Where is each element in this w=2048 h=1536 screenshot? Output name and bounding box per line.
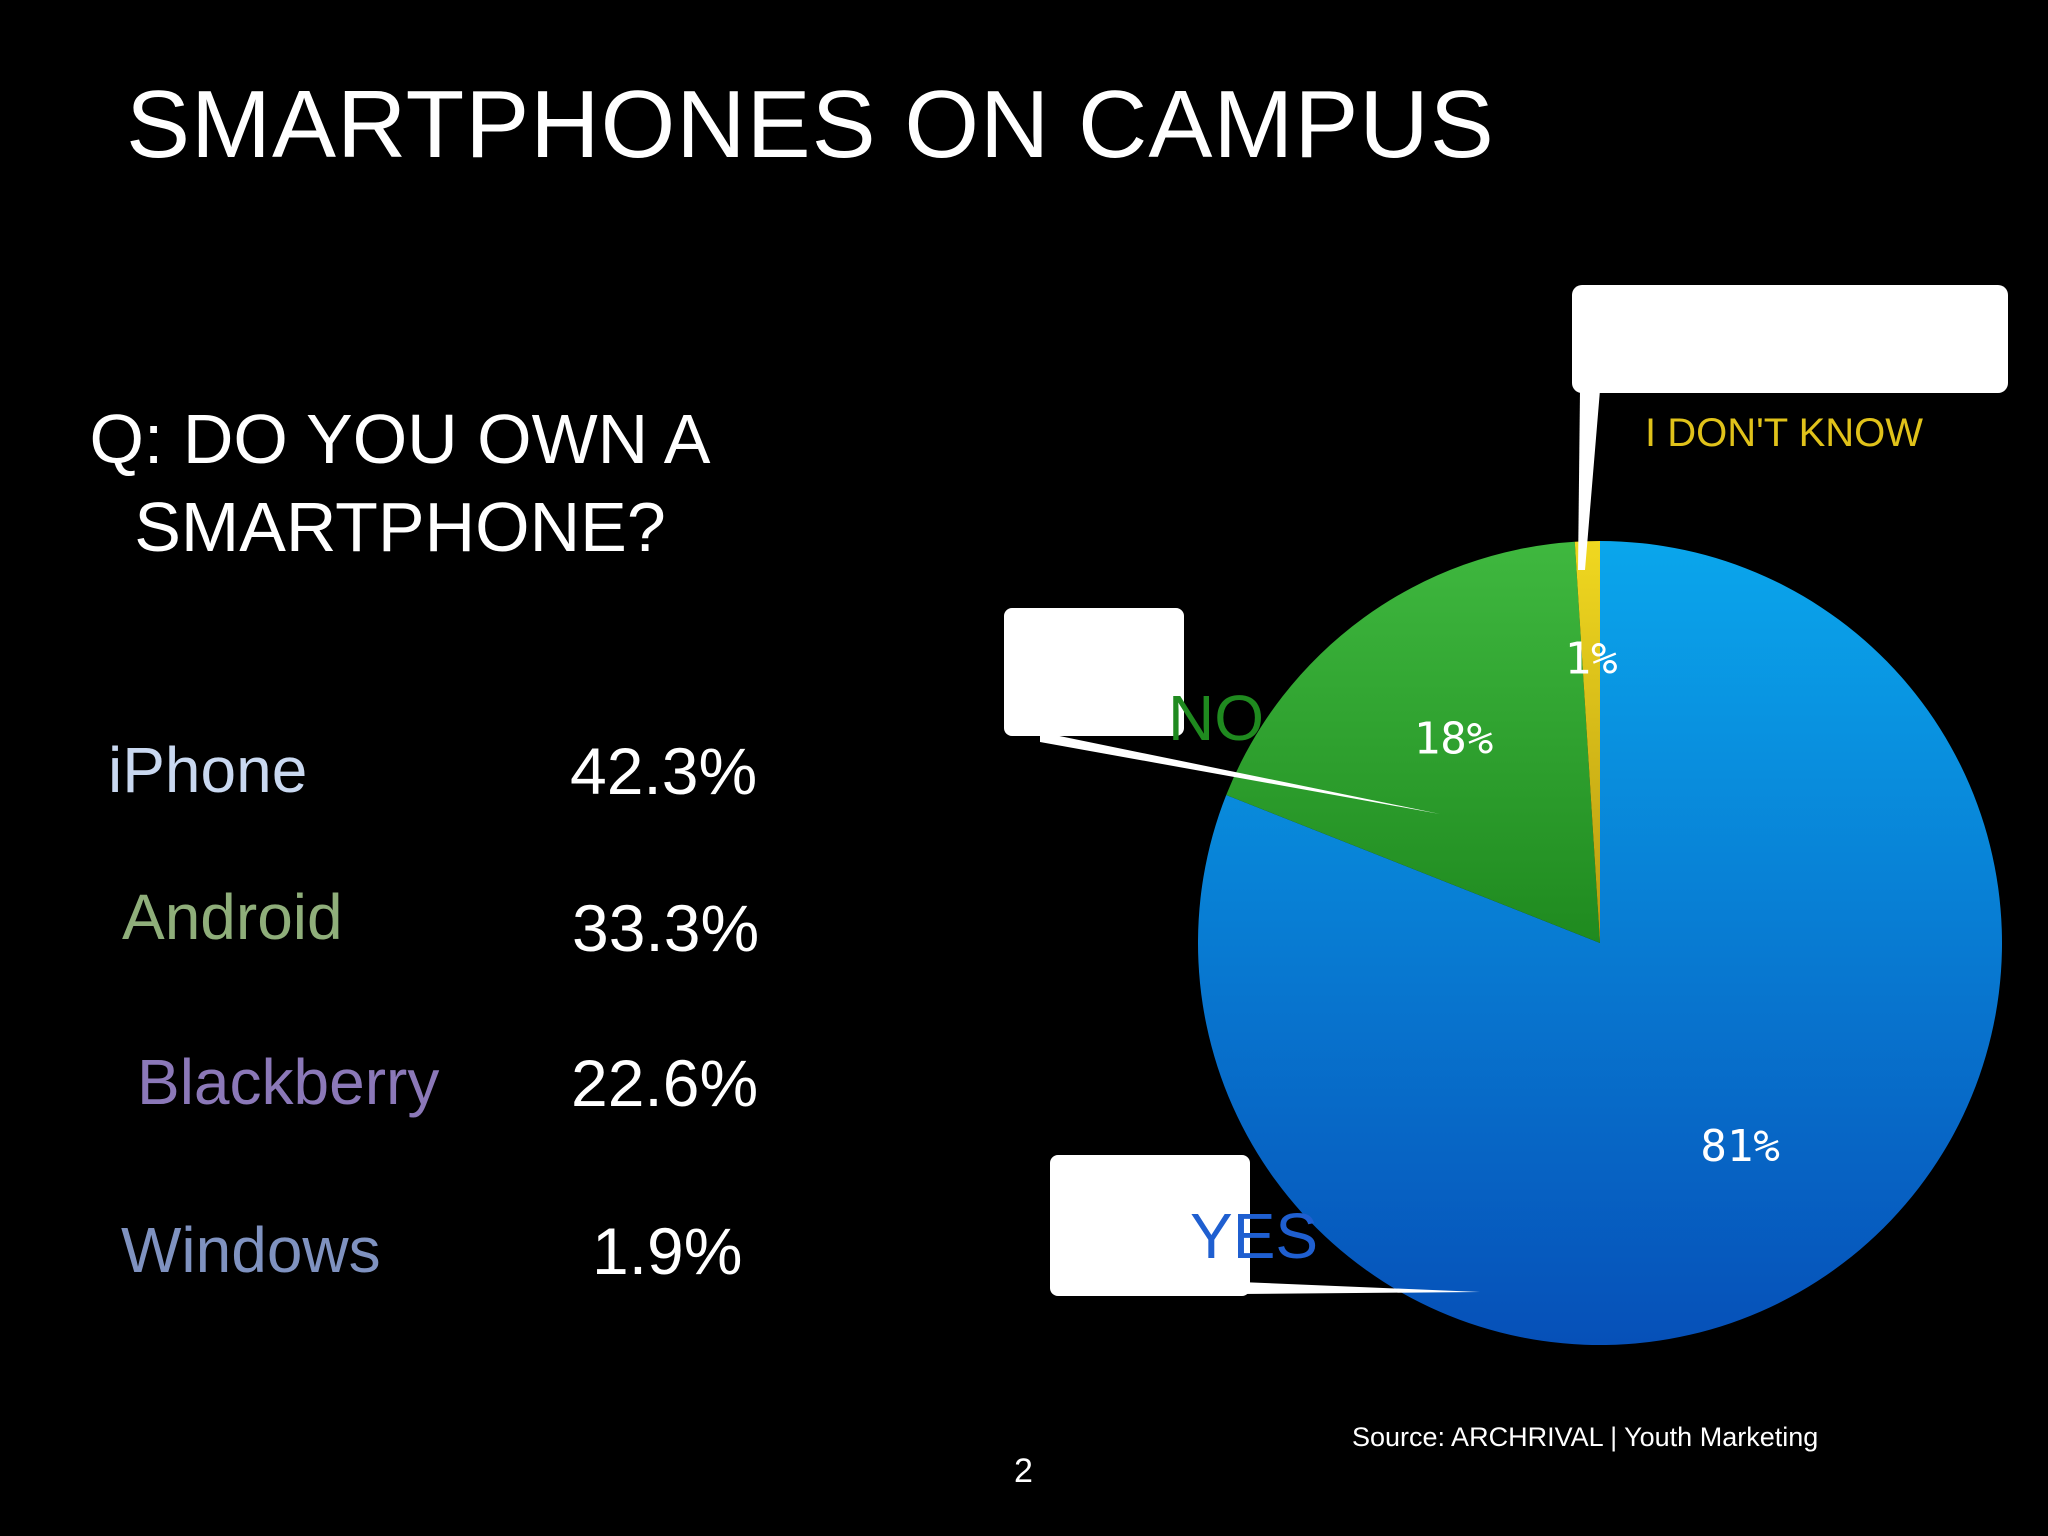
- brand-android-label: Android: [122, 881, 343, 953]
- callout-no: NO: [1004, 608, 1440, 814]
- pie-label-yes: 81%: [1700, 1121, 1779, 1172]
- callout-no-label: NO: [1168, 682, 1264, 754]
- question-line-1: Q: DO YOU OWN A: [89, 400, 711, 478]
- source-note: Source: ARCHRIVAL | Youth Marketing: [1352, 1422, 1819, 1452]
- callout-yes-pointer: [1240, 1282, 1480, 1294]
- brand-android-value: 33.3%: [572, 891, 760, 965]
- page-number: 2: [1014, 1452, 1033, 1490]
- callout-dont-know-label: I DON'T KNOW: [1645, 411, 1923, 455]
- callout-dont-know-pointer: [1578, 390, 1600, 570]
- callout-dont-know-box: [1572, 285, 2008, 393]
- brand-iphone-label: iPhone: [108, 734, 308, 806]
- callout-dont-know: I DON'T KNOW: [1572, 285, 2008, 570]
- brand-windows-label: Windows: [121, 1214, 381, 1286]
- callout-no-pointer: [1040, 732, 1440, 814]
- brand-iphone-value: 42.3%: [570, 734, 758, 808]
- callout-yes-box: [1050, 1155, 1250, 1296]
- pie-slice-dont-know: [1574, 541, 1600, 943]
- callout-no-box: [1004, 608, 1184, 736]
- brand-blackberry-value: 22.6%: [571, 1046, 759, 1120]
- question: Q: DO YOU OWN A SMARTPHONE?: [60, 395, 740, 571]
- slide-title: SMARTPHONES ON CAMPUS: [126, 71, 1495, 178]
- callout-yes: YES: [1050, 1155, 1480, 1296]
- brand-blackberry-label: Blackberry: [137, 1046, 440, 1118]
- question-line-2: SMARTPHONE?: [134, 488, 666, 566]
- pie-label-dont-know: 1%: [1565, 634, 1618, 685]
- brand-windows-value: 1.9%: [592, 1214, 743, 1288]
- callout-yes-label: YES: [1190, 1200, 1318, 1272]
- pie-label-no: 18%: [1414, 713, 1493, 764]
- pie-slice-no: [1226, 541, 1600, 943]
